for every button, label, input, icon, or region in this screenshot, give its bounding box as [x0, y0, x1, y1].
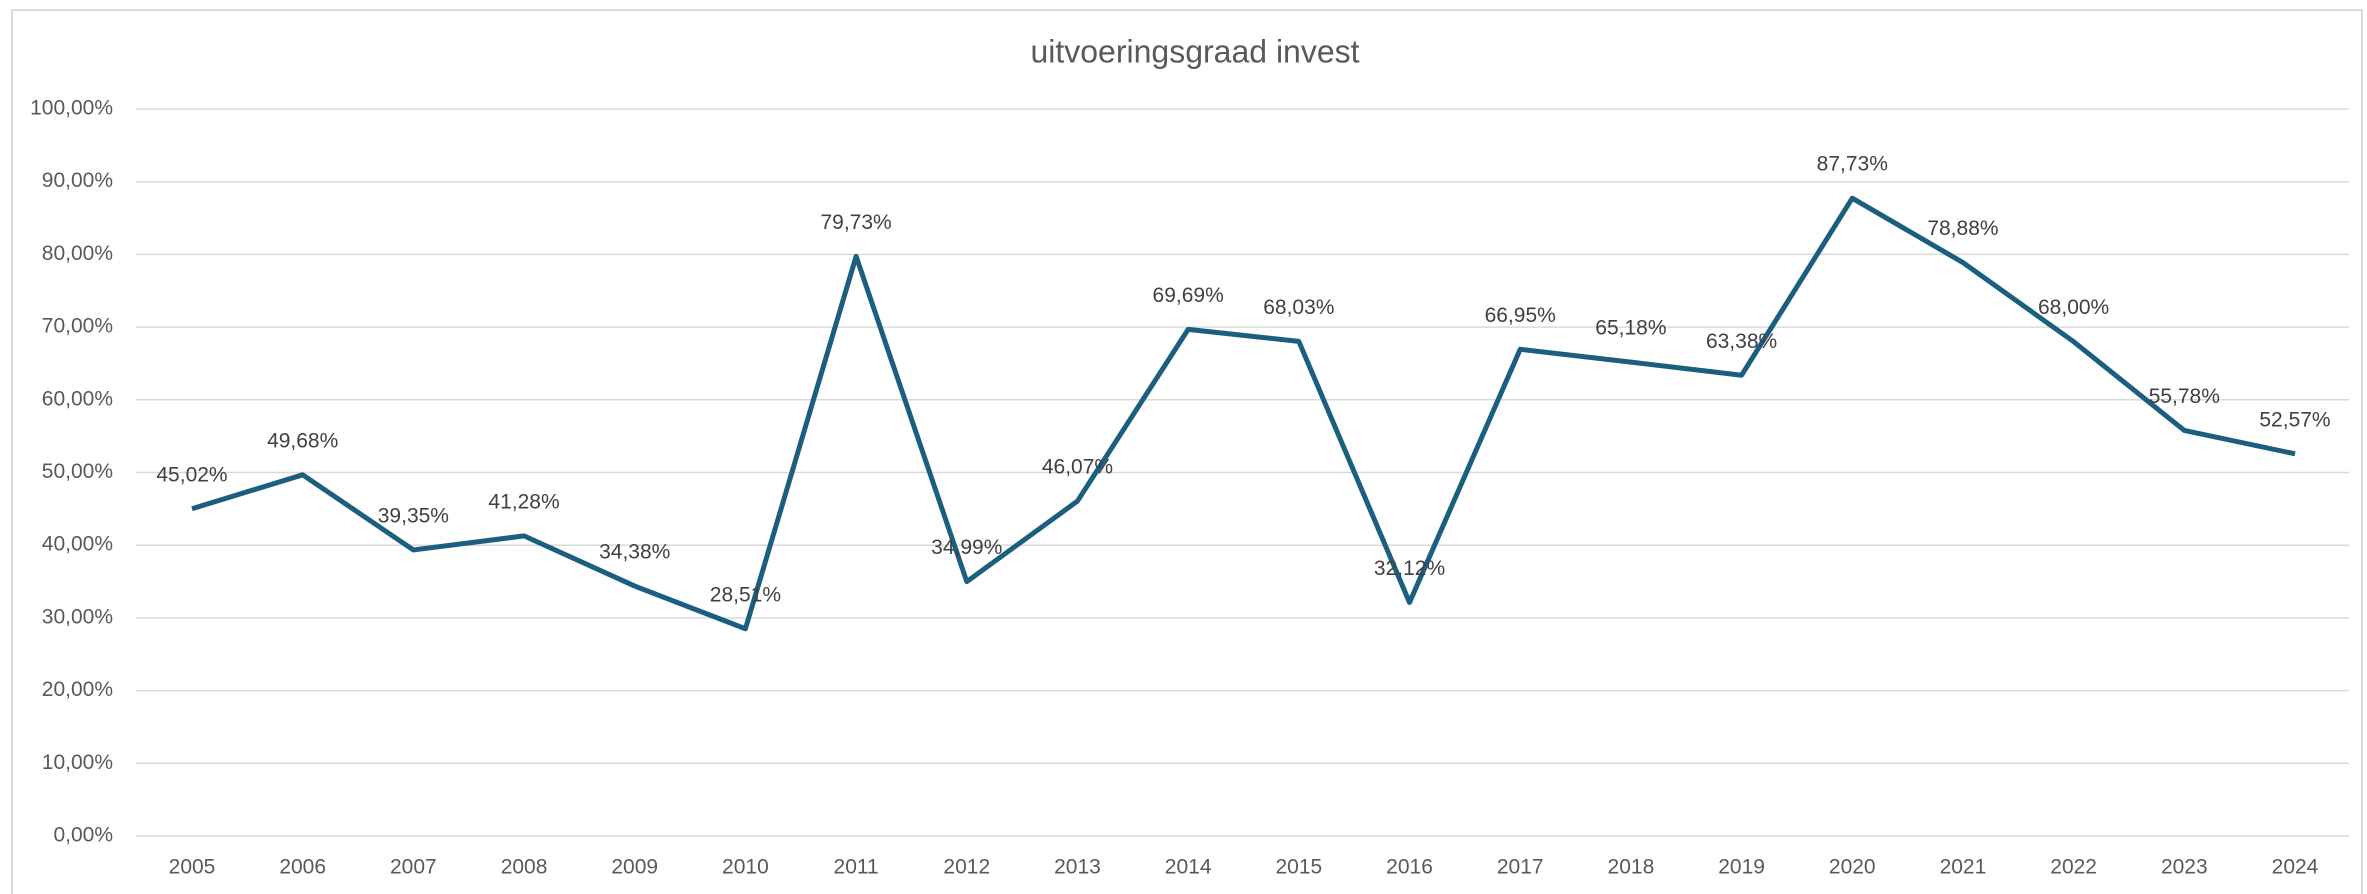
data-label: 34,38% [599, 541, 670, 564]
y-tick-label: 10,00% [42, 751, 113, 774]
data-label: 45,02% [156, 463, 227, 486]
x-tick-label: 2007 [390, 856, 437, 879]
data-label: 55,78% [2149, 385, 2220, 408]
chart-border [11, 9, 2363, 894]
x-tick-label: 2024 [2272, 856, 2319, 879]
y-tick-label: 30,00% [42, 605, 113, 628]
data-label: 41,28% [488, 490, 559, 513]
data-label: 49,68% [267, 429, 338, 452]
data-label: 79,73% [820, 211, 891, 234]
data-label: 46,07% [1042, 456, 1113, 479]
data-label: 39,35% [378, 504, 449, 527]
x-tick-label: 2008 [501, 856, 548, 879]
x-tick-label: 2009 [611, 856, 658, 879]
data-label: 68,03% [1263, 296, 1334, 319]
x-tick-label: 2015 [1275, 856, 1322, 879]
y-tick-label: 40,00% [42, 533, 113, 556]
line [191, 195, 2296, 632]
y-tick-label: 50,00% [42, 460, 113, 483]
x-tick-label: 2016 [1386, 856, 1433, 879]
x-tick-label: 2020 [1829, 856, 1876, 879]
x-tick-label: 2013 [1054, 856, 1101, 879]
data-label: 65,18% [1595, 317, 1666, 340]
x-tick-label: 2006 [279, 856, 326, 879]
data-label: 28,51% [710, 583, 781, 606]
x-tick-label: 2005 [169, 856, 216, 879]
chart-title: uitvoeringsgraad invest [1030, 33, 1359, 69]
data-label: 52,57% [2259, 408, 2330, 431]
data-label: 66,95% [1485, 304, 1556, 327]
y-tick-label: 80,00% [42, 242, 113, 265]
x-tick-label: 2019 [1718, 856, 1765, 879]
x-tick-label: 2022 [2050, 856, 2097, 879]
x-tick-label: 2014 [1165, 856, 1212, 879]
y-tick-label: 60,00% [42, 387, 113, 410]
data-label: 69,69% [1153, 284, 1224, 307]
data-label: 68,00% [2038, 296, 2109, 319]
data-label: 78,88% [1927, 217, 1998, 240]
y-tick-label: 100,00% [30, 97, 113, 120]
data-label: 63,38% [1706, 330, 1777, 353]
x-tick-label: 2011 [834, 856, 879, 879]
x-tick-label: 2018 [1608, 856, 1655, 879]
y-tick-label: 90,00% [42, 169, 113, 192]
y-tick-label: 0,00% [53, 824, 113, 847]
x-tick-label: 2010 [722, 856, 769, 879]
x-tick-label: 2017 [1497, 856, 1544, 879]
y-tick-label: 20,00% [42, 678, 113, 701]
data-label: 34,99% [931, 536, 1002, 559]
data-label: 32,12% [1374, 557, 1445, 580]
y-tick-label: 70,00% [42, 315, 113, 338]
x-tick-label: 2023 [2161, 856, 2208, 879]
x-tick-label: 2012 [943, 856, 990, 879]
data-label: 87,73% [1817, 153, 1888, 176]
x-tick-label: 2021 [1940, 856, 1987, 879]
